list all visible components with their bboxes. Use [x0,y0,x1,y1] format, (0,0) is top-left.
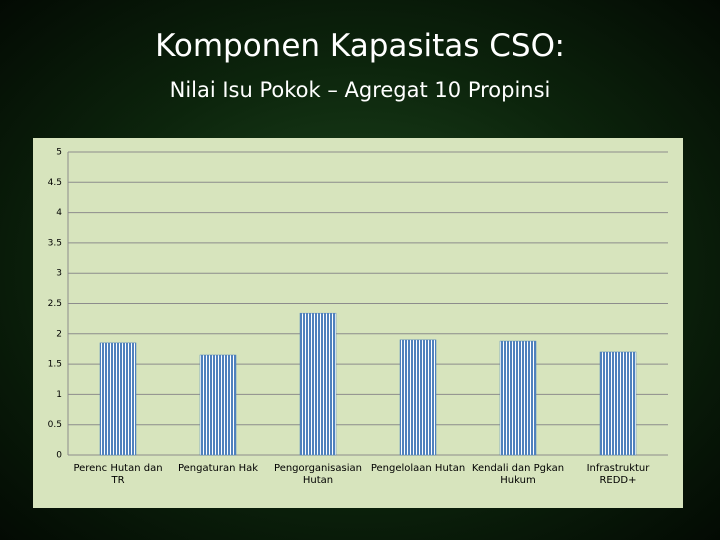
bar [399,339,437,456]
bar [299,312,337,456]
chart: 0 0.5 1 1.5 2 2.5 3 3.5 4 4.5 5 [48,148,668,461]
bar [99,342,137,456]
chart-panel: 0 0.5 1 1.5 2 2.5 3 3.5 4 4.5 5 Perenc Hutan dan T… [33,138,683,508]
y-tick-label: 2.5 [48,299,62,309]
y-tick-label: 1.5 [48,360,62,370]
y-tick-label: 5 [56,148,62,158]
y-tick-label: 3 [56,269,62,279]
y-tick-label: 4 [56,208,62,218]
x-tick-label: Perenc Hutan dan TR [73,463,163,486]
x-tick-label: Pengorganisasian Hutan [274,463,362,486]
slide-title: Komponen Kapasitas CSO: [155,28,565,64]
x-tick-label: Kendali dan Pgkan Hukum [471,463,565,486]
bar [599,351,637,456]
x-tick-label: Pengelolaan Hutan [370,463,466,474]
bar [199,354,237,456]
y-tick-label: 0 [56,451,62,461]
chart-title: Nilai Isu Pokok – Agregat 10 Propinsi [169,78,551,102]
y-tick-label: 0.5 [48,420,62,430]
y-tick-label: 1 [56,390,62,400]
x-tick-label: Infrastruktur REDD+ [586,463,650,486]
bar [499,340,537,456]
x-tick-label: Pengaturan Hak [177,463,259,474]
y-tick-label: 4.5 [48,178,62,188]
y-tick-label: 3.5 [48,238,62,248]
y-tick-label: 2 [56,329,62,339]
